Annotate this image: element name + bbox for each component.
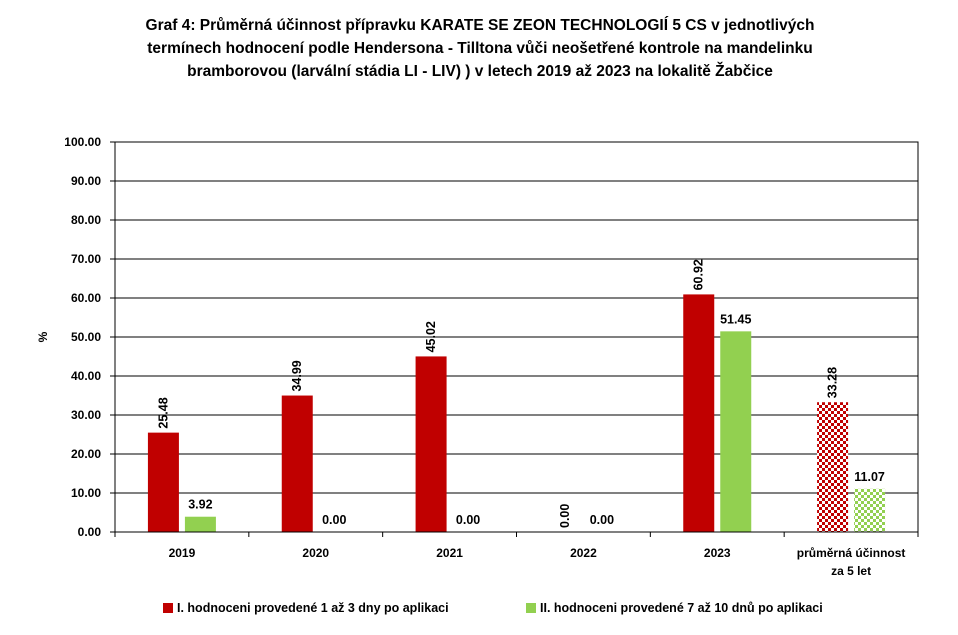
- data-label-series-2-cat-4: 51.45: [720, 312, 751, 326]
- legend-label-series-1: I. hodnoceni provedené 1 až 3 dny po apl…: [177, 601, 449, 615]
- data-label-series-2-cat-2: 0.00: [456, 513, 480, 527]
- bar-series-1-cat-0: [147, 432, 179, 532]
- y-tick-label-0: 0.00: [78, 525, 102, 539]
- data-label-series-2-cat-1: 0.00: [322, 513, 346, 527]
- x-tick-label-2: 2021: [436, 546, 463, 560]
- data-label-series-1-cat-5: 33.28: [826, 367, 840, 398]
- y-tick-label-6: 60.00: [71, 291, 101, 305]
- y-tick-label-2: 20.00: [71, 447, 101, 461]
- x-tick-label-5-line-0: průměrná účinnost: [797, 546, 906, 560]
- data-label-series-1-cat-0: 25.48: [156, 397, 170, 428]
- data-label-series-1-cat-4: 60.92: [692, 259, 706, 290]
- y-tick-label-10: 100.00: [64, 135, 101, 149]
- data-label-series-2-cat-3: 0.00: [590, 513, 614, 527]
- legend-item-series-1: I. hodnoceni provedené 1 až 3 dny po apl…: [163, 601, 449, 615]
- chart-title-line-1: Graf 4: Průměrná účinnost přípravku KARA…: [145, 17, 815, 34]
- y-tick-label-3: 30.00: [71, 408, 101, 422]
- x-tick-label-1: 2020: [302, 546, 329, 560]
- y-axis-label: %: [36, 331, 50, 342]
- data-label-series-1-cat-1: 34.99: [290, 360, 304, 391]
- data-label-series-1-cat-2: 45.02: [424, 321, 438, 352]
- chart-title-line-3: bramborovou (larvální stádia LI - LIV) )…: [187, 63, 773, 80]
- bar-series-1-cat-4: [683, 294, 715, 532]
- y-tick-label-4: 40.00: [71, 369, 101, 383]
- x-tick-label-0: 2019: [169, 546, 196, 560]
- chart-legend: I. hodnoceni provedené 1 až 3 dny po apl…: [0, 601, 958, 621]
- y-tick-label-8: 80.00: [71, 213, 101, 227]
- bar-series-2-cat-4: [720, 331, 752, 532]
- x-tick-label-5-line-1: za 5 let: [831, 564, 871, 578]
- x-tick-label-3: 2022: [570, 546, 597, 560]
- y-tick-label-7: 70.00: [71, 252, 101, 266]
- legend-label-series-2: II. hodnoceni provedené 7 až 10 dnů po a…: [540, 601, 823, 615]
- data-label-series-1-cat-3: 0.00: [558, 504, 572, 528]
- chart-title-line-2: termínech hodnocení podle Hendersona - T…: [147, 40, 813, 57]
- data-label-series-2-cat-0: 3.92: [188, 498, 212, 512]
- x-tick-label-4: 2023: [704, 546, 731, 560]
- bar-chart: 25.48 34.99 45.02 0.00 60.92 33.28 3.92 0.00 0.0…: [36, 135, 919, 578]
- bar-series-2-cat-5: [854, 488, 886, 532]
- y-tick-label-5: 50.00: [71, 330, 101, 344]
- chart-title: Graf 4: Průměrná účinnost přípravku KARA…: [60, 14, 900, 83]
- y-tick-label-1: 10.00: [71, 486, 101, 500]
- data-label-series-2-cat-5: 11.07: [854, 470, 885, 484]
- legend-swatch-series-2: [526, 603, 536, 613]
- bar-series-1-cat-1: [281, 395, 313, 532]
- bar-series-2-cat-0: [184, 516, 216, 532]
- legend-swatch-series-1: [163, 603, 173, 613]
- legend-item-series-2: II. hodnoceni provedené 7 až 10 dnů po a…: [526, 601, 823, 615]
- bar-series-1-cat-2: [415, 356, 447, 532]
- bar-series-1-cat-5: [817, 402, 849, 532]
- y-tick-label-9: 90.00: [71, 174, 101, 188]
